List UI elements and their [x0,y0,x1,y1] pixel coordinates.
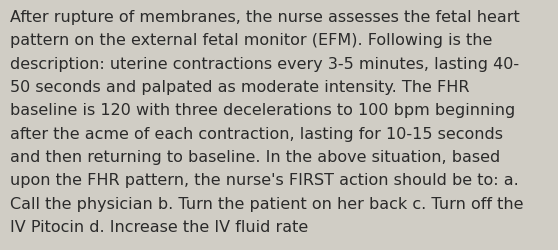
Text: upon the FHR pattern, the nurse's FIRST action should be to: a.: upon the FHR pattern, the nurse's FIRST … [10,173,519,188]
Text: after the acme of each contraction, lasting for 10-15 seconds: after the acme of each contraction, last… [10,126,503,141]
Text: After rupture of membranes, the nurse assesses the fetal heart: After rupture of membranes, the nurse as… [10,10,520,25]
Text: IV Pitocin d. Increase the IV fluid rate: IV Pitocin d. Increase the IV fluid rate [10,219,308,234]
Text: and then returning to baseline. In the above situation, based: and then returning to baseline. In the a… [10,150,501,164]
Text: 50 seconds and palpated as moderate intensity. The FHR: 50 seconds and palpated as moderate inte… [10,80,469,95]
Text: Call the physician b. Turn the patient on her back c. Turn off the: Call the physician b. Turn the patient o… [10,196,523,211]
Text: description: uterine contractions every 3-5 minutes, lasting 40-: description: uterine contractions every … [10,56,519,72]
Text: baseline is 120 with three decelerations to 100 bpm beginning: baseline is 120 with three decelerations… [10,103,515,118]
Text: pattern on the external fetal monitor (EFM). Following is the: pattern on the external fetal monitor (E… [10,33,492,48]
